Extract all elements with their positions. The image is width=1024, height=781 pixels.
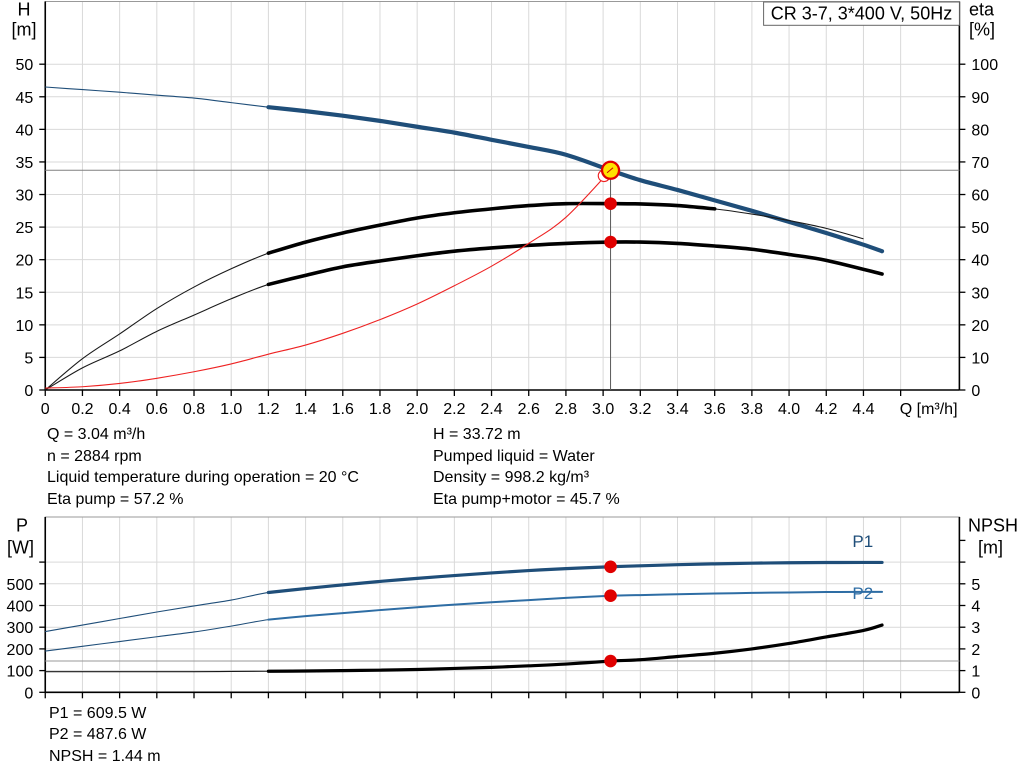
- svg-text:1: 1: [971, 664, 980, 681]
- svg-text:0: 0: [41, 401, 50, 418]
- svg-text:0.8: 0.8: [183, 401, 205, 418]
- svg-text:10: 10: [971, 350, 989, 367]
- svg-text:H: H: [18, 0, 31, 20]
- svg-text:100: 100: [971, 57, 998, 74]
- svg-text:3.6: 3.6: [704, 401, 726, 418]
- svg-text:eta: eta: [969, 0, 995, 20]
- svg-text:P: P: [16, 516, 28, 536]
- svg-text:10: 10: [15, 318, 33, 335]
- svg-text:1.4: 1.4: [294, 401, 316, 418]
- svg-text:20: 20: [971, 318, 989, 335]
- svg-text:4.2: 4.2: [815, 401, 837, 418]
- svg-text:35: 35: [15, 155, 33, 172]
- svg-text:2.4: 2.4: [480, 401, 502, 418]
- svg-text:1.2: 1.2: [257, 401, 279, 418]
- svg-text:0.4: 0.4: [109, 401, 131, 418]
- svg-text:0: 0: [24, 383, 33, 400]
- svg-text:2: 2: [971, 642, 980, 659]
- svg-text:80: 80: [971, 122, 989, 139]
- svg-text:4.0: 4.0: [778, 401, 800, 418]
- svg-text:Q [m³/h]: Q [m³/h]: [900, 401, 958, 418]
- svg-text:25: 25: [15, 220, 33, 237]
- svg-text:2.8: 2.8: [555, 401, 577, 418]
- svg-text:CR 3-7, 3*400 V, 50Hz: CR 3-7, 3*400 V, 50Hz: [771, 4, 952, 24]
- svg-text:500: 500: [7, 577, 34, 594]
- svg-text:3.0: 3.0: [592, 401, 614, 418]
- svg-text:1.0: 1.0: [220, 401, 242, 418]
- svg-text:15: 15: [15, 285, 33, 302]
- svg-text:4.4: 4.4: [852, 401, 874, 418]
- svg-text:[m]: [m]: [978, 538, 1003, 558]
- svg-text:P1: P1: [852, 532, 873, 551]
- svg-text:[W]: [W]: [7, 538, 34, 558]
- svg-text:100: 100: [7, 664, 34, 681]
- svg-text:3.8: 3.8: [741, 401, 763, 418]
- svg-text:5: 5: [24, 350, 33, 367]
- svg-text:400: 400: [7, 599, 34, 616]
- svg-text:20: 20: [15, 253, 33, 270]
- svg-text:40: 40: [15, 122, 33, 139]
- svg-text:3.2: 3.2: [629, 401, 651, 418]
- svg-text:0: 0: [24, 685, 33, 702]
- svg-text:90: 90: [971, 90, 989, 107]
- svg-text:70: 70: [971, 155, 989, 172]
- svg-text:3.4: 3.4: [666, 401, 688, 418]
- svg-text:[%]: [%]: [969, 20, 995, 40]
- svg-text:300: 300: [7, 620, 34, 637]
- svg-text:0: 0: [971, 685, 980, 702]
- svg-text:1.8: 1.8: [369, 401, 391, 418]
- svg-text:2.2: 2.2: [443, 401, 465, 418]
- svg-text:[m]: [m]: [12, 20, 37, 40]
- svg-text:NPSH: NPSH: [968, 516, 1018, 536]
- svg-text:60: 60: [971, 188, 989, 205]
- svg-text:2.0: 2.0: [406, 401, 428, 418]
- svg-text:0: 0: [971, 383, 980, 400]
- svg-text:4: 4: [971, 599, 980, 616]
- svg-text:40: 40: [971, 253, 989, 270]
- svg-text:50: 50: [971, 220, 989, 237]
- svg-text:30: 30: [971, 285, 989, 302]
- svg-text:2.6: 2.6: [518, 401, 540, 418]
- svg-text:45: 45: [15, 90, 33, 107]
- svg-text:0.2: 0.2: [71, 401, 93, 418]
- svg-text:5: 5: [971, 577, 980, 594]
- svg-text:30: 30: [15, 188, 33, 205]
- svg-text:1.6: 1.6: [332, 401, 354, 418]
- svg-text:0.6: 0.6: [146, 401, 168, 418]
- svg-text:200: 200: [7, 642, 34, 659]
- svg-text:50: 50: [15, 57, 33, 74]
- svg-text:P2: P2: [852, 584, 873, 603]
- svg-text:3: 3: [971, 620, 980, 637]
